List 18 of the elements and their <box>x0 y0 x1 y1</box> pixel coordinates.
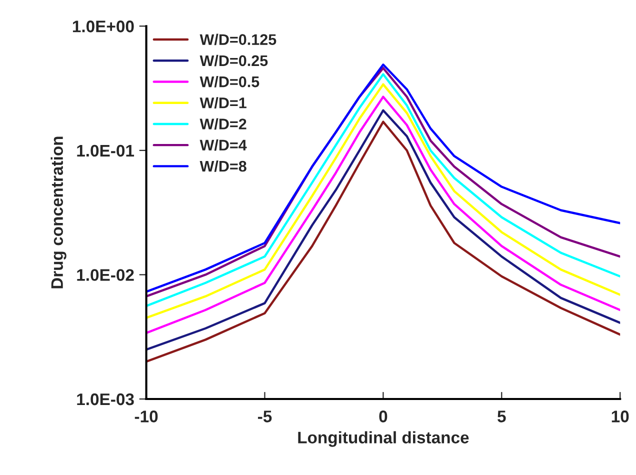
legend-label: W/D=2 <box>200 118 246 130</box>
y-tick-label: 1.0E-02 <box>77 269 134 281</box>
x-tick-label: 10 <box>612 410 629 422</box>
y-tick-label: 1.0E-01 <box>77 144 134 157</box>
x-tick-label: -5 <box>258 410 272 422</box>
legend-label: W/D=0.25 <box>200 54 268 66</box>
y-tick-label: 1.0E-03 <box>77 393 134 406</box>
legend-label: W/D=1 <box>200 97 246 108</box>
legend-label: W/D=8 <box>200 160 246 172</box>
legend-label: W/D=0.125 <box>200 34 276 46</box>
x-tick-label: -10 <box>134 410 158 422</box>
legend-label: W/D=4 <box>200 139 247 151</box>
x-tick-label: 0 <box>379 410 388 422</box>
x-tick-label: 5 <box>498 410 506 422</box>
x-axis-title: Longitudinal distance <box>298 431 469 447</box>
legend-label: W/D=0.5 <box>200 76 260 88</box>
y-axis-title: Drug concentration <box>50 136 66 288</box>
y-tick-label: 1.0E+00 <box>72 20 134 32</box>
